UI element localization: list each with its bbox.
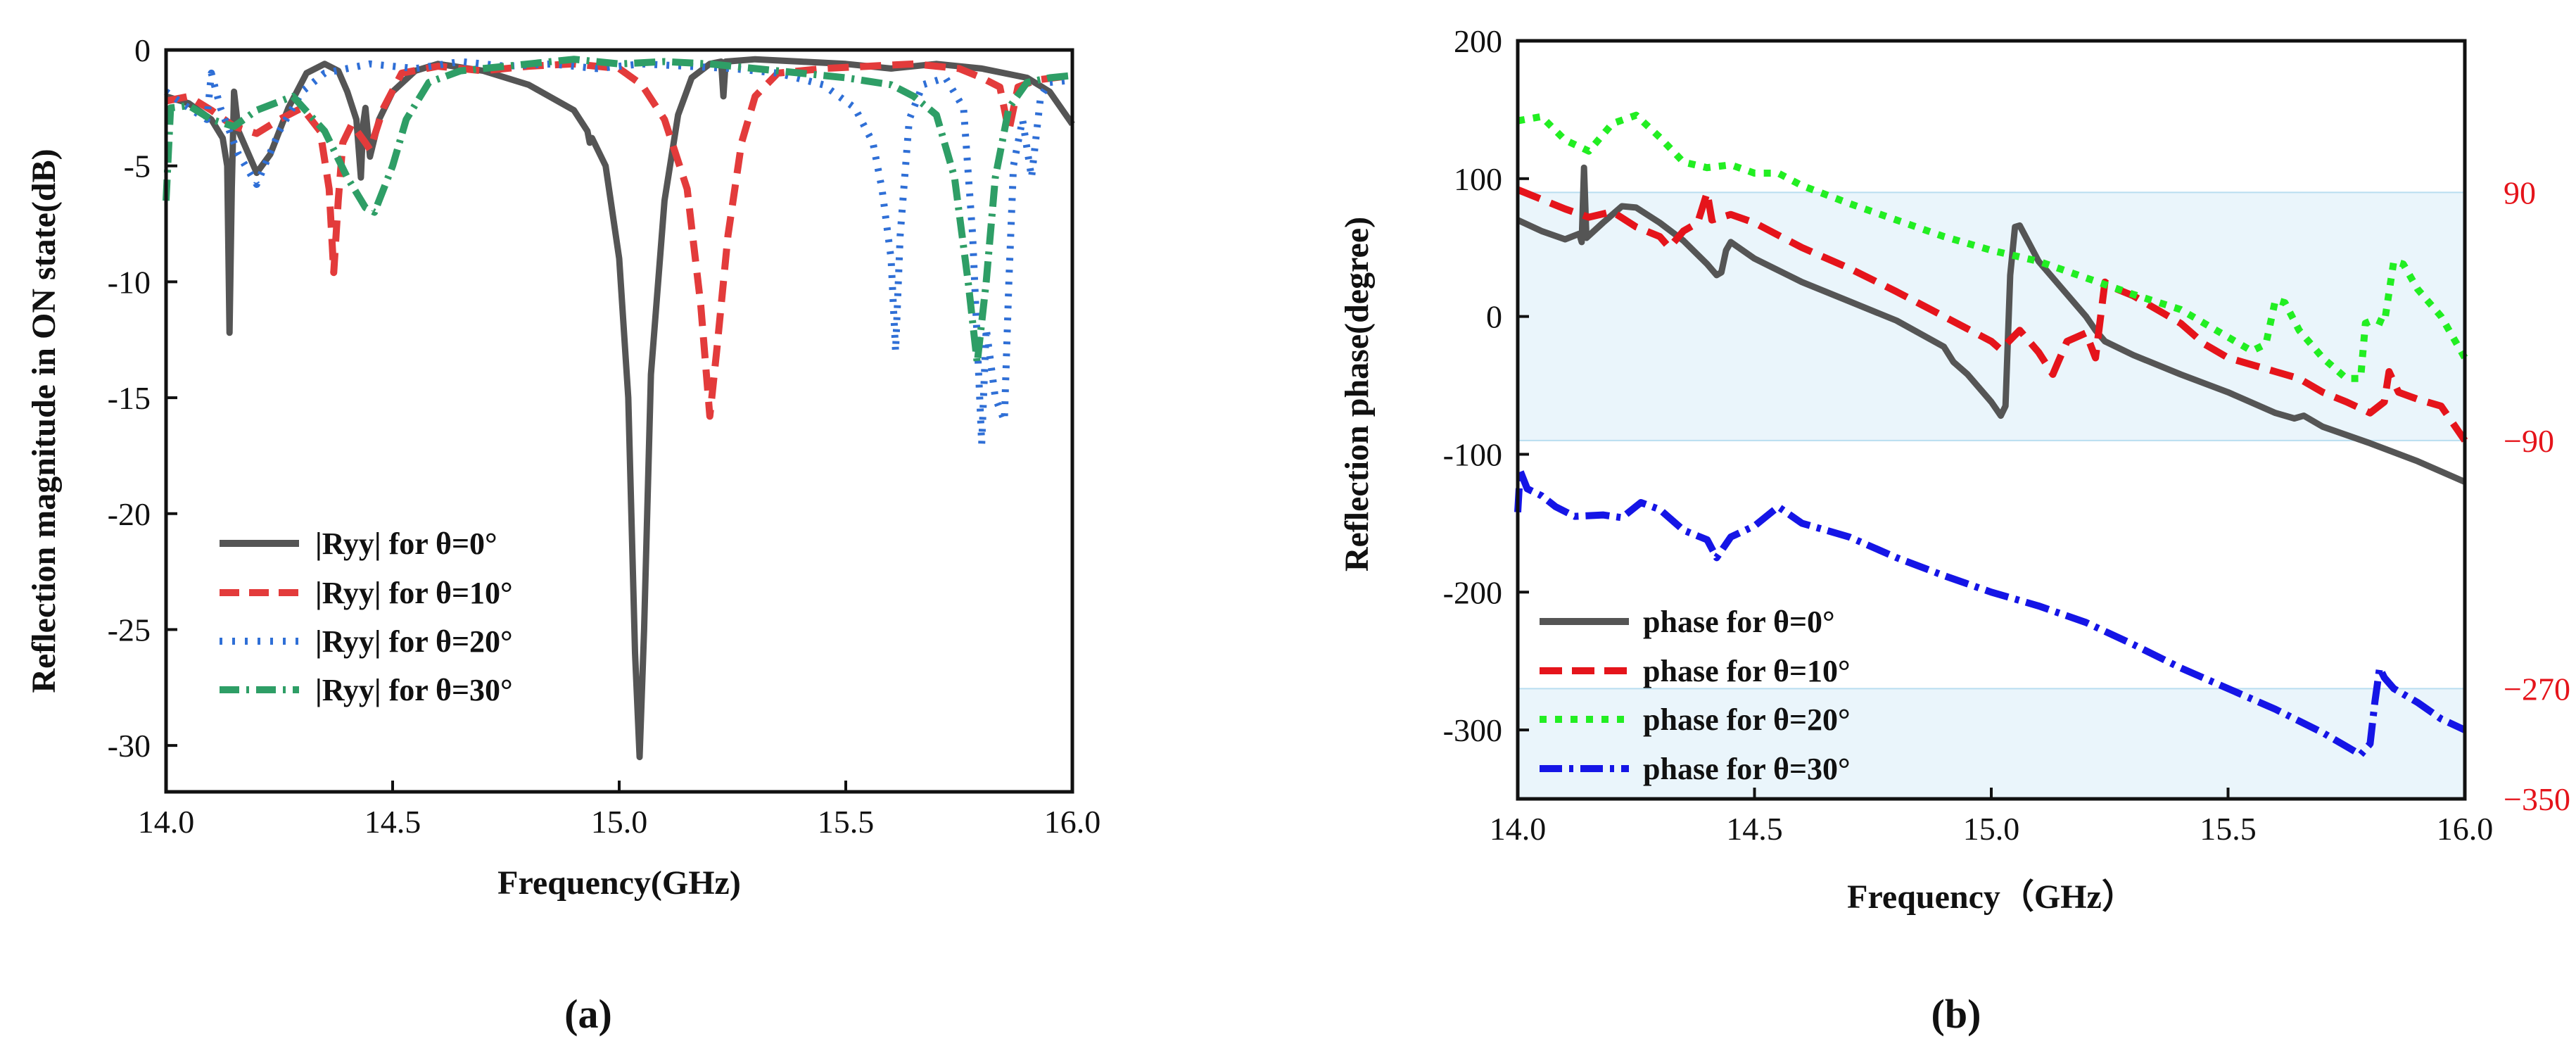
panel-b-x-ticks: 14.0 14.5 15.0 15.5 16.0 [1490,788,2494,847]
right-axis-tick-label: −90 [2504,423,2554,459]
x-tick-label: 15.0 [591,804,648,840]
legend-a-label-1: |Ryy| for θ=10° [315,576,513,610]
x-tick-label: 14.0 [138,804,195,840]
legend-b-label-2: phase for θ=20° [1643,702,1851,737]
legend-b-label-3: phase for θ=30° [1643,752,1851,786]
panel-a-legend: |Ryy| for θ=0° |Ryy| for θ=10° |Ryy| for… [220,526,513,707]
panel-a-magnitude-chart: 14.0 14.5 15.0 15.5 16.0 0-5-10-15-20-25-30 … [25,32,1100,1037]
panel-b-label: (b) [1931,991,1981,1037]
legend-a-label-0: |Ryy| for θ=0° [315,526,497,561]
x-tick-label: 14.5 [1726,811,1783,847]
legend-a-label-2: |Ryy| for θ=20° [315,624,513,659]
panel-a-y-axis-title: Reflection magnitude in ON state(dB) [25,149,63,693]
series-line-b-0 [1516,164,2466,485]
x-tick-label: 16.0 [2437,811,2494,847]
y-tick-label: -20 [108,496,151,532]
panel-a-y-ticks: 0 -5 -10 -15 -20 -25 -30 [108,32,177,764]
panel-b-right-axis-ticks: 90 −90 −270 −350 [2504,175,2570,817]
panel-a-plot-frame [164,48,1074,794]
y-tick-label: -300 [1443,712,1502,748]
y-tick-label: -15 [108,380,151,416]
legend-b-label-1: phase for θ=10° [1643,654,1851,688]
y-tick-label: -10 [108,264,151,300]
y-tick-label: -25 [108,612,151,648]
y-tick-label: 200 [1454,23,1502,59]
x-tick-label: 15.5 [2200,811,2257,847]
y-tick-label: 100 [1454,161,1502,197]
panel-b-legend: phase for θ=0° phase for θ=10° phase for… [1540,605,1851,786]
series-line-a-3 [163,56,1073,367]
panel-b-series-group [1514,111,2468,759]
y-tick-label: -200 [1443,574,1502,610]
panel-b-x-axis-title: Frequency（GHz） [1847,878,2136,916]
panel-a-x-axis-title: Frequency(GHz) [497,864,741,902]
legend-a-label-3: |Ryy| for θ=30° [315,673,513,707]
y-tick-label: -5 [124,149,151,184]
panel-a-series-group [163,56,1075,761]
panel-a-x-ticks: 14.0 14.5 15.0 15.5 16.0 [138,781,1101,840]
x-tick-label: 16.0 [1044,804,1101,840]
right-axis-tick-label: 90 [2504,175,2536,210]
panel-b-y-axis-title: Reflection phase(degree) [1338,217,1376,572]
series-line-a-0 [165,56,1075,761]
right-axis-tick-label: −270 [2504,671,2570,707]
x-tick-label: 14.0 [1490,811,1547,847]
panel-a-label: (a) [564,991,612,1037]
x-tick-label: 15.5 [818,804,875,840]
x-tick-label: 15.0 [1963,811,2020,847]
series-line-b-3 [1514,467,2467,759]
legend-b-label-0: phase for θ=0° [1643,605,1835,639]
series-line-b-1 [1516,186,2468,443]
y-tick-label: -30 [108,728,151,764]
right-axis-tick-label: −350 [2504,781,2570,817]
panel-b-y-ticks: 200 100 0 -100 -200 -300 [1443,23,1529,748]
x-tick-label: 14.5 [364,804,421,840]
y-tick-label: 0 [134,32,151,68]
y-tick-label: -100 [1443,436,1502,472]
series-line-b-2 [1517,111,2468,382]
shaded-band-1 [1518,688,2465,799]
y-tick-label: 0 [1486,299,1502,335]
panel-b-phase-chart: 14.0 14.5 15.0 15.5 16.0 200 100 0 -100 -200 -300… [1338,23,2570,1037]
